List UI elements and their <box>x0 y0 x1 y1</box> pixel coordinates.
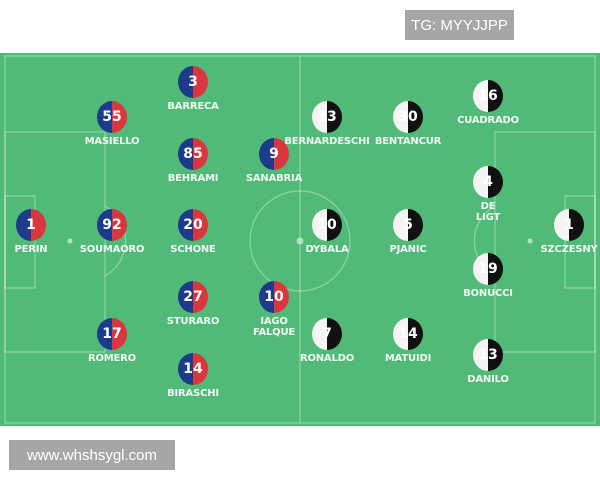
player-genoa: 14 BIRASCHI <box>143 353 243 399</box>
watermark-tg: TG: MYYJJPP <box>405 10 514 40</box>
player-number-badge: 14 <box>178 353 208 385</box>
player-number-badge: 9 <box>259 138 289 170</box>
pitch: 1 PERIN 55 MASIELLO 92 SOUMAORO 17 ROMERO 3 BARRE… <box>0 53 600 477</box>
player-number-badge: 92 <box>97 209 127 241</box>
watermark-field: 百家号/卡托斯体育 <box>360 452 553 477</box>
player-number-badge: 33 <box>312 101 342 133</box>
player-name: ROMERO <box>88 353 136 364</box>
player-name: CUADRADO <box>457 115 519 126</box>
player-juve: 5 PJANIC <box>358 209 458 255</box>
player-number-badge: 17 <box>97 318 127 350</box>
player-juve: 30 BENTANCUR <box>358 101 458 147</box>
player-number-badge: 20 <box>178 209 208 241</box>
player-genoa: 1 PERIN <box>0 209 81 255</box>
player-genoa: 17 ROMERO <box>62 318 162 364</box>
player-name: PJANIC <box>389 244 427 255</box>
player-genoa: 27 STURARO <box>143 281 243 327</box>
player-genoa: 85 BEHRAMI <box>143 138 243 184</box>
watermark-site: www.whshsygl.com <box>9 440 175 470</box>
player-juve: 10 DYBALA <box>277 209 377 255</box>
player-juve: 19 BONUCCI <box>438 253 538 299</box>
player-number-badge: 4 <box>473 166 503 198</box>
player-number-badge: 1 <box>554 209 584 241</box>
player-number-badge: 1 <box>16 209 46 241</box>
player-juve: 1 SZCZESNY <box>519 209 600 255</box>
player-name: SOUMAORO <box>79 244 145 255</box>
player-juve: 7 RONALDO <box>277 318 377 364</box>
player-name: BARRECA <box>167 101 219 112</box>
player-name: RONALDO <box>299 353 355 364</box>
pitch-lines <box>4 55 596 424</box>
player-juve: 33 BERNARDESCHI <box>277 101 377 147</box>
player-number-badge: 55 <box>97 101 127 133</box>
player-number-badge: 13 <box>473 339 503 371</box>
player-name: SANABRIA <box>245 173 303 184</box>
player-number-badge: 30 <box>393 101 423 133</box>
player-number-badge: 27 <box>178 281 208 313</box>
player-number-badge: 85 <box>178 138 208 170</box>
player-name: IAGO FALQUE <box>252 316 296 338</box>
player-name: BIRASCHI <box>167 388 219 399</box>
player-name: BEHRAMI <box>167 173 219 184</box>
player-number-badge: 3 <box>178 66 208 98</box>
player-genoa: 92 SOUMAORO <box>62 209 162 255</box>
player-juve: 4 DE LIGT <box>438 166 538 223</box>
player-name: PERIN <box>14 244 48 255</box>
player-name: MASIELLO <box>84 136 140 147</box>
player-name: STURARO <box>166 316 220 327</box>
player-juve: 14 MATUIDI <box>358 318 458 364</box>
player-genoa: 10 IAGO FALQUE <box>224 281 324 338</box>
player-name: SCHONE <box>170 244 216 255</box>
player-genoa: 9 SANABRIA <box>224 138 324 184</box>
player-number-badge: 14 <box>393 318 423 350</box>
player-genoa: 20 SCHONE <box>143 209 243 255</box>
player-number-badge: 5 <box>393 209 423 241</box>
player-name: DANILO <box>467 374 509 385</box>
player-number-badge: 10 <box>312 209 342 241</box>
player-name: BONUCCI <box>463 288 513 299</box>
player-name: BENTANCUR <box>374 136 442 147</box>
player-juve: 13 DANILO <box>438 339 538 385</box>
player-juve: 16 CUADRADO <box>438 80 538 126</box>
player-name: SZCZESNY <box>540 244 598 255</box>
player-name: DE LIGT <box>475 201 501 223</box>
player-genoa: 3 BARRECA <box>143 66 243 112</box>
player-name: BERNARDESCHI <box>284 136 370 147</box>
player-number-badge: 19 <box>473 253 503 285</box>
player-genoa: 55 MASIELLO <box>62 101 162 147</box>
player-number-badge: 10 <box>259 281 289 313</box>
player-name: DYBALA <box>305 244 349 255</box>
player-number-badge: 16 <box>473 80 503 112</box>
player-name: MATUIDI <box>384 353 432 364</box>
player-number-badge: 7 <box>312 318 342 350</box>
